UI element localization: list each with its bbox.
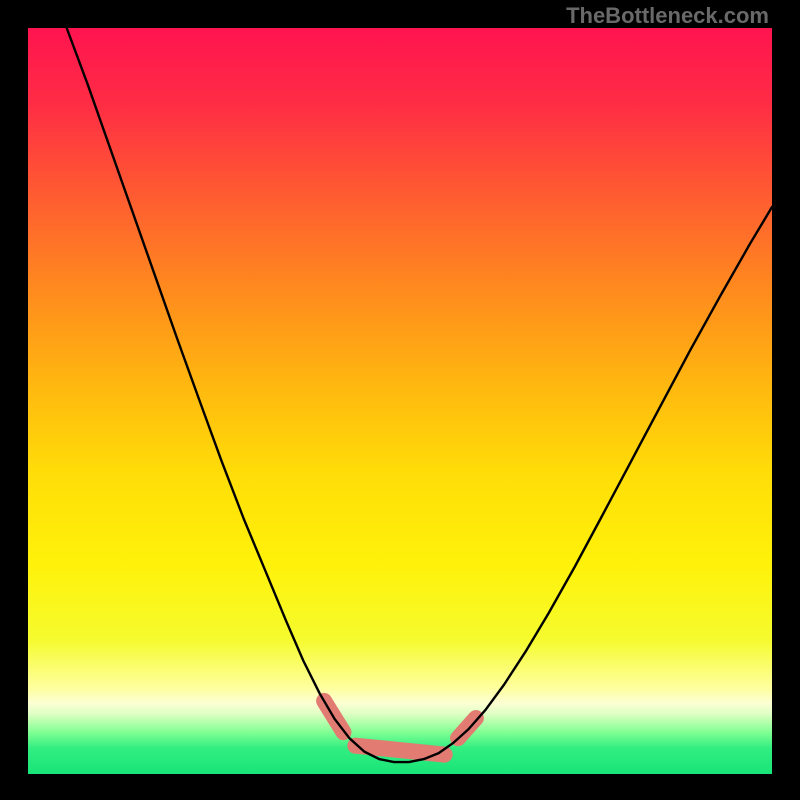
marker-group bbox=[324, 701, 476, 755]
plot-area bbox=[28, 28, 772, 774]
bottleneck-curve bbox=[67, 28, 772, 762]
watermark-text: TheBottleneck.com bbox=[566, 3, 769, 29]
curve-layer bbox=[28, 28, 772, 774]
